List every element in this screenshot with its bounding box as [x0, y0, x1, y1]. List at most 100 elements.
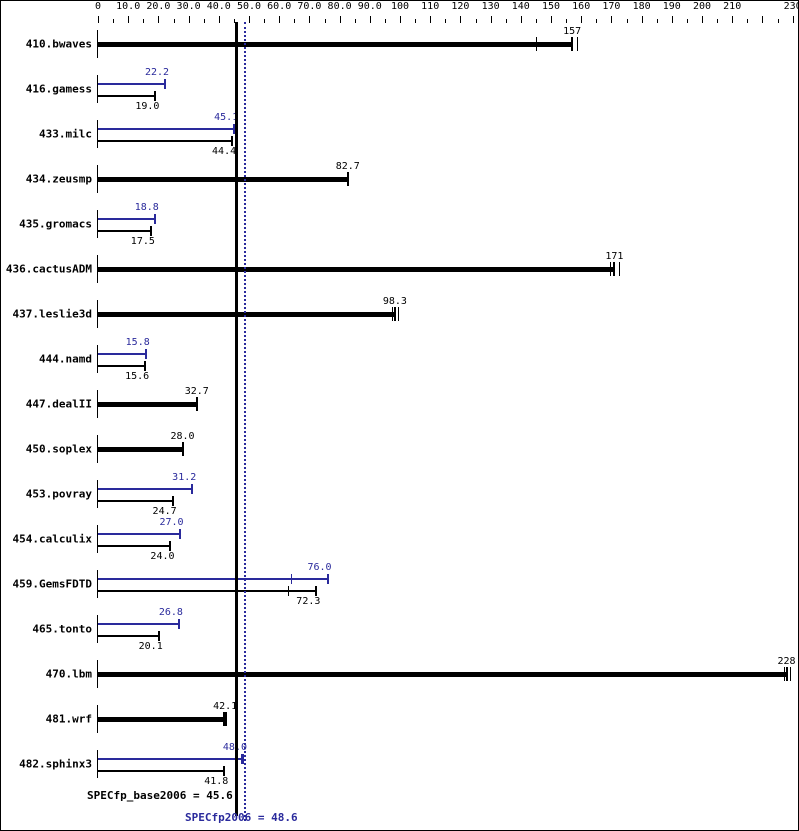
peak-value: 27.0: [159, 517, 184, 528]
base-bar: [98, 500, 173, 502]
peak-end-cap: [326, 574, 329, 584]
major-tick: [249, 16, 250, 23]
bar-end-cap: [195, 397, 198, 411]
base-value: 41.8: [204, 776, 229, 787]
peak-value: 26.8: [158, 607, 183, 618]
row-axis-stub: [97, 660, 98, 688]
minor-tick: [204, 19, 205, 23]
base-bar: [98, 672, 787, 677]
base-bar: [98, 95, 156, 97]
peak-value: 18.8: [134, 202, 159, 213]
minor-tick: [325, 19, 326, 23]
tick-label: 20.0: [146, 1, 171, 12]
base-bar: [98, 140, 233, 142]
base-end-cap: [231, 136, 234, 146]
row-axis-stub: [97, 705, 98, 733]
base-end-cap: [171, 496, 174, 506]
major-tick: [430, 16, 431, 23]
minor-tick: [385, 19, 386, 23]
minor-tick: [506, 19, 507, 23]
peak-bar: [98, 128, 235, 130]
minor-tick: [113, 19, 114, 23]
peak-value: 31.2: [172, 472, 197, 483]
major-tick: [309, 16, 310, 23]
minor-tick: [627, 19, 628, 23]
base-value: 24.7: [152, 506, 177, 517]
benchmark-label: 454.calculix: [12, 532, 92, 546]
row-axis-stub: [97, 75, 98, 103]
base-bar: [98, 635, 159, 637]
major-tick: [581, 16, 582, 23]
minor-tick: [778, 19, 779, 23]
base-value: 42.1: [213, 701, 238, 712]
major-tick: [340, 16, 341, 23]
major-tick: [98, 16, 99, 23]
major-tick: [551, 16, 552, 23]
tick-label: 40.0: [206, 1, 231, 12]
row-axis-stub: [97, 120, 98, 148]
base-bar: [98, 402, 197, 407]
minor-tick: [566, 19, 567, 23]
base-bar: [98, 365, 146, 367]
tick-label: 70.0: [297, 1, 322, 12]
major-tick: [370, 16, 371, 23]
major-tick: [642, 16, 643, 23]
peak-summary-label: SPECfp2006 = 48.6: [185, 811, 298, 824]
peak-value: 22.2: [144, 67, 170, 78]
run-tick: [614, 262, 615, 276]
tick-label: 200: [692, 1, 712, 12]
tick-label: 170: [602, 1, 621, 12]
row-axis-stub: [97, 210, 98, 238]
tick-label: 90.0: [357, 1, 382, 12]
major-tick: [672, 16, 673, 23]
run-tick: [395, 307, 396, 321]
base-value: 171: [605, 251, 624, 262]
peak-bar: [98, 578, 328, 580]
tick-label: 190: [662, 1, 681, 12]
peak-mean-line: [243, 22, 246, 821]
base-value: 19.0: [135, 101, 160, 112]
tick-label: 80.0: [327, 1, 352, 12]
peak-end-cap: [178, 529, 181, 539]
run-tick: [790, 667, 791, 681]
benchmark-label: 450.soplex: [25, 442, 92, 456]
run-tick: [610, 262, 611, 276]
base-value: 157: [563, 26, 582, 37]
row-axis-stub: [97, 750, 98, 778]
row-axis-stub: [97, 30, 98, 58]
peak-run-tick: [241, 754, 242, 764]
run-tick: [572, 37, 573, 51]
run-tick: [223, 712, 224, 726]
run-tick: [392, 307, 393, 321]
peak-end-cap: [241, 754, 244, 764]
minor-tick: [234, 19, 235, 23]
base-value: 82.7: [335, 161, 360, 172]
run-tick: [784, 667, 785, 681]
peak-run-tick: [291, 574, 292, 584]
row-axis-stub: [97, 165, 98, 193]
minor-tick: [445, 19, 446, 23]
row-axis-stub: [97, 525, 98, 553]
base-value: 15.6: [125, 371, 150, 382]
base-value: 17.5: [130, 236, 155, 247]
run-tick: [787, 667, 788, 681]
row-axis-stub: [97, 300, 98, 328]
base-value: 228: [777, 656, 796, 667]
benchmark-label: 433.milc: [39, 127, 92, 141]
base-bar: [98, 590, 317, 592]
tick-label: 130: [481, 1, 500, 12]
tick-label: 160: [572, 1, 591, 12]
base-run-tick: [288, 586, 289, 596]
tick-label: 230: [783, 1, 799, 12]
row-axis-stub: [97, 435, 98, 463]
base-bar: [98, 447, 183, 452]
bar-end-cap: [224, 712, 227, 726]
tick-label: 150: [541, 1, 561, 12]
bar-end-cap: [785, 667, 788, 681]
benchmark-label: 482.sphinx3: [19, 757, 92, 771]
tick-label: 110: [421, 1, 440, 12]
base-value: 98.3: [382, 296, 407, 307]
base-value: 24.0: [150, 551, 175, 562]
major-tick: [189, 16, 190, 23]
tick-label: 60.0: [267, 1, 292, 12]
